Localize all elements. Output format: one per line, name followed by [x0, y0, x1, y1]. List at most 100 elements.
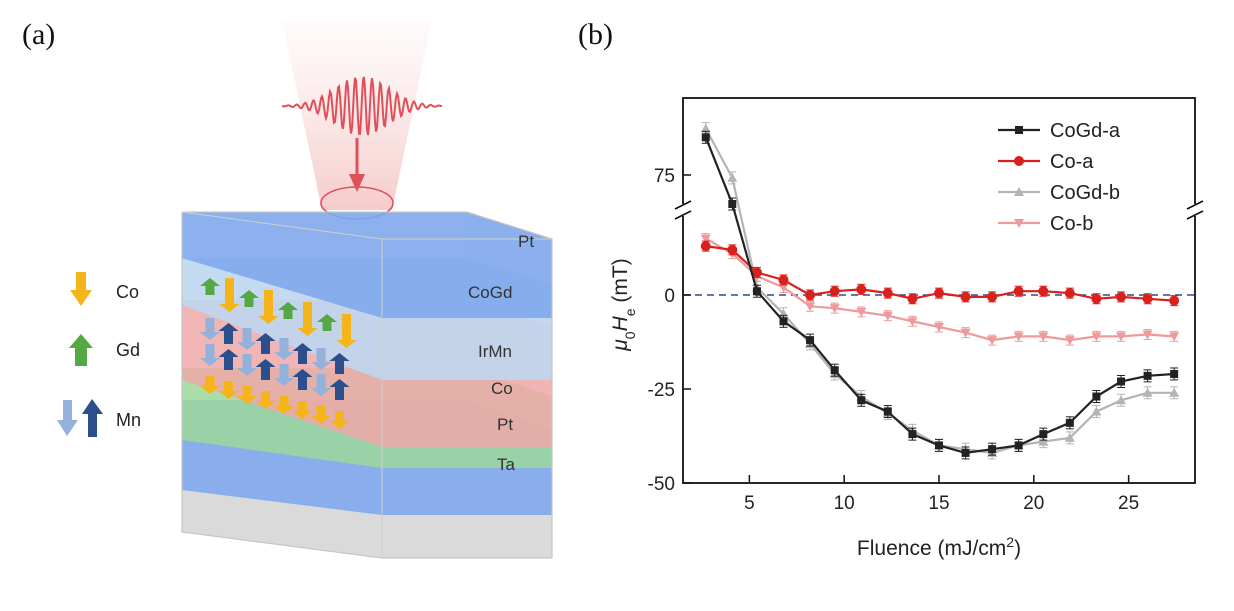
layer-label-irmn: IrMn — [478, 342, 512, 361]
y-axis-label: μ0He (mT) — [609, 258, 638, 351]
layer-label-cogd: CoGd — [468, 283, 512, 302]
data-point — [1065, 418, 1074, 427]
legend-marker — [1014, 156, 1024, 166]
layer-label-pt-bottom: Pt — [497, 415, 513, 434]
mn-down-arrow-icon — [57, 420, 78, 436]
spin-arrows — [200, 278, 357, 429]
data-point — [1064, 288, 1075, 299]
data-point — [1142, 387, 1153, 397]
gd-arrow-icon — [69, 334, 93, 348]
legend-gd: Gd — [69, 334, 140, 366]
multilayer-schematic: Pt CoGd IrMn Co Pt Ta Co Gd Mn — [57, 20, 553, 559]
data-point — [1091, 293, 1102, 304]
data-point — [1092, 392, 1101, 401]
data-point — [701, 133, 710, 142]
series-co-a — [700, 240, 1180, 307]
data-point — [1142, 293, 1153, 304]
data-point — [1039, 430, 1048, 439]
data-point — [883, 407, 892, 416]
legend-marker — [1014, 187, 1024, 196]
data-point — [727, 172, 738, 182]
data-point — [1116, 291, 1127, 302]
legend-co-label: Co — [116, 282, 139, 302]
co-spin-icon — [336, 314, 357, 348]
co-layer-spin-icon — [200, 376, 220, 394]
co-spin-icon — [219, 278, 240, 312]
axis-break-mark — [1186, 210, 1204, 220]
legend-mn: Mn — [57, 399, 141, 437]
data-point — [907, 293, 918, 304]
data-point — [882, 288, 893, 299]
y-tick-label: -25 — [648, 380, 675, 401]
mn-up-arrow-icon — [82, 399, 103, 414]
data-point — [934, 322, 944, 332]
mn-up-spin-icon — [255, 333, 276, 354]
gd-spin-icon — [239, 290, 259, 307]
legend-label: CoGd-a — [1050, 120, 1121, 142]
data-point — [779, 317, 788, 326]
data-point — [751, 267, 762, 278]
legend-co: Co — [70, 272, 139, 306]
data-point — [1091, 406, 1102, 416]
legend-label: Co-b — [1050, 213, 1093, 235]
stack-outline — [181, 211, 553, 559]
data-point — [1013, 286, 1024, 297]
x-tick-label: 5 — [744, 493, 755, 514]
data-point — [856, 307, 867, 317]
mn-up-spin-icon — [255, 359, 276, 380]
axis-break-mark — [674, 210, 692, 220]
data-point — [1038, 332, 1049, 342]
legend-gd-label: Gd — [116, 340, 140, 360]
data-point — [1169, 387, 1180, 397]
panel-b-label: (b) — [578, 18, 613, 51]
data-point — [1116, 332, 1127, 342]
data-point — [1091, 332, 1102, 342]
mn-up-spin-icon — [329, 379, 350, 400]
mn-down-spin-icon — [200, 318, 220, 340]
layer-label-ta: Ta — [497, 455, 516, 474]
legend-marker — [1015, 126, 1023, 134]
chart: 5 10 15 20 25 -50 -25 0 75 Fluence (mJ/cm2) μ0He (… — [609, 97, 1204, 560]
data-point — [857, 396, 866, 405]
x-axis-label: Fluence (mJ/cm2) — [857, 534, 1021, 560]
co-layer-spin-icon — [255, 391, 276, 409]
mn-down-spin-icon — [237, 328, 257, 350]
data-point — [752, 287, 761, 296]
chart-legend: CoGd-a Co-a CoGd-b Co-b — [998, 120, 1121, 235]
data-point — [1038, 286, 1049, 297]
mn-down-spin-icon — [274, 338, 294, 360]
data-point — [700, 123, 711, 133]
data-point — [1117, 377, 1126, 386]
mn-down-spin-icon — [311, 374, 331, 396]
layer-label-co: Co — [491, 379, 513, 398]
data-point — [960, 291, 971, 302]
stack-edge-top — [181, 211, 383, 240]
laser-arrow-head-icon — [349, 174, 365, 192]
data-point — [1170, 369, 1179, 378]
data-point — [1064, 432, 1075, 442]
mn-up-spin-icon — [292, 343, 313, 364]
data-point — [1169, 332, 1180, 342]
data-point — [806, 336, 815, 345]
co-spin-icon — [297, 302, 318, 336]
co-layer-spin-icon — [329, 411, 350, 429]
co-layer-spin-icon — [237, 386, 257, 404]
laser-pulse-icon — [281, 76, 443, 136]
data-point — [935, 441, 943, 450]
gd-spin-icon — [200, 278, 220, 295]
mn-up-spin-icon — [218, 349, 239, 370]
co-layer-spin-icon — [274, 396, 294, 414]
y-tick-label: 75 — [654, 166, 675, 187]
data-point — [1142, 330, 1153, 340]
data-point — [1143, 371, 1152, 380]
data-point — [1038, 436, 1049, 446]
y-tick-label: 0 — [664, 286, 675, 307]
mn-down-spin-icon — [237, 354, 257, 376]
x-tick-label: 25 — [1118, 493, 1139, 514]
data-point — [829, 286, 840, 297]
gd-spin-icon — [317, 314, 337, 331]
data-point — [907, 317, 918, 327]
co-arrow-icon — [70, 290, 92, 306]
x-tick-label: 10 — [834, 493, 855, 514]
legend-mn-label: Mn — [116, 410, 141, 430]
